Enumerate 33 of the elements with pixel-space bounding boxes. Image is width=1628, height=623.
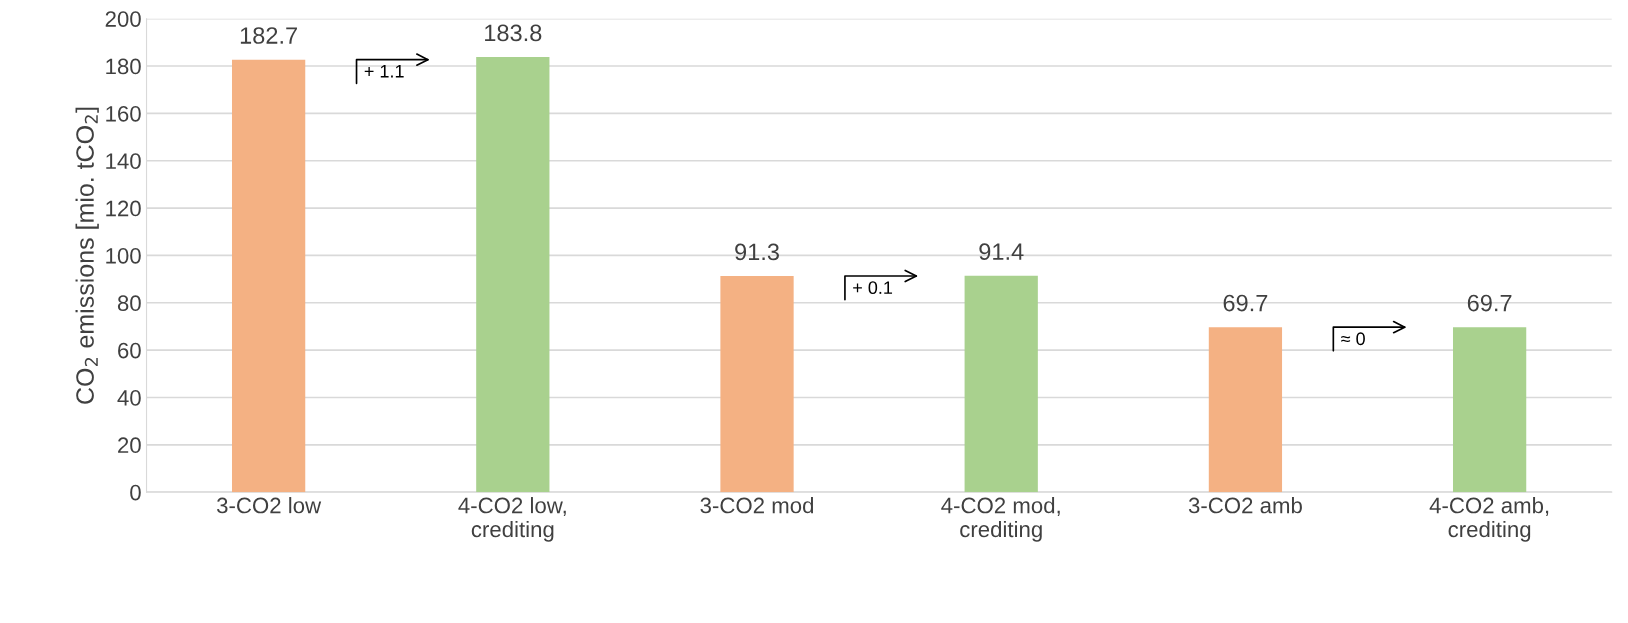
annotation: ≈ 0	[1341, 332, 1365, 346]
y-tick-label: 140	[106, 153, 141, 169]
data-label: 91.3	[735, 243, 779, 261]
y-tick-label: 120	[106, 200, 141, 217]
data-label: 69.7	[1467, 294, 1512, 312]
bar	[1208, 327, 1283, 493]
bar	[231, 59, 306, 493]
annotation: + 1.1	[364, 65, 404, 78]
x-tick-label: 4-CO2 low, crediting	[458, 497, 566, 542]
y-tick-label: 80	[117, 295, 141, 312]
annotation: + 0.1	[853, 281, 893, 295]
y-tick-label: 160	[106, 105, 141, 122]
data-label: 182.7	[240, 27, 297, 44]
y-tick-label: 100	[106, 247, 141, 264]
data-label: 183.8	[485, 24, 542, 42]
x-tick-label: 4-CO2 amb, crediting	[1429, 497, 1549, 542]
y-tick-label: 60	[118, 342, 141, 359]
y-tick-label: 20	[118, 437, 141, 454]
data-label: 69.7	[1223, 294, 1268, 312]
y-tick-label: 200	[105, 11, 141, 27]
y-tick-label: 180	[106, 58, 141, 75]
x-tick-label: 3-CO2 mod	[700, 497, 814, 514]
bar	[964, 275, 1038, 493]
y-axis-title: CO$_{2}$ emissions [mio. tCO$_{2}$]	[75, 107, 99, 404]
bar	[720, 276, 794, 493]
x-tick-label: 4-CO2 mod, crediting	[941, 497, 1060, 542]
y-tick-label: 40	[117, 390, 141, 406]
x-tick-label: 3-CO2 low	[216, 497, 322, 514]
x-tick-label: 3-CO2 amb	[1188, 497, 1302, 514]
bar	[1452, 327, 1527, 493]
y-tick-label: 0	[130, 484, 141, 501]
bar	[476, 57, 550, 493]
data-label: 91.4	[979, 243, 1024, 261]
